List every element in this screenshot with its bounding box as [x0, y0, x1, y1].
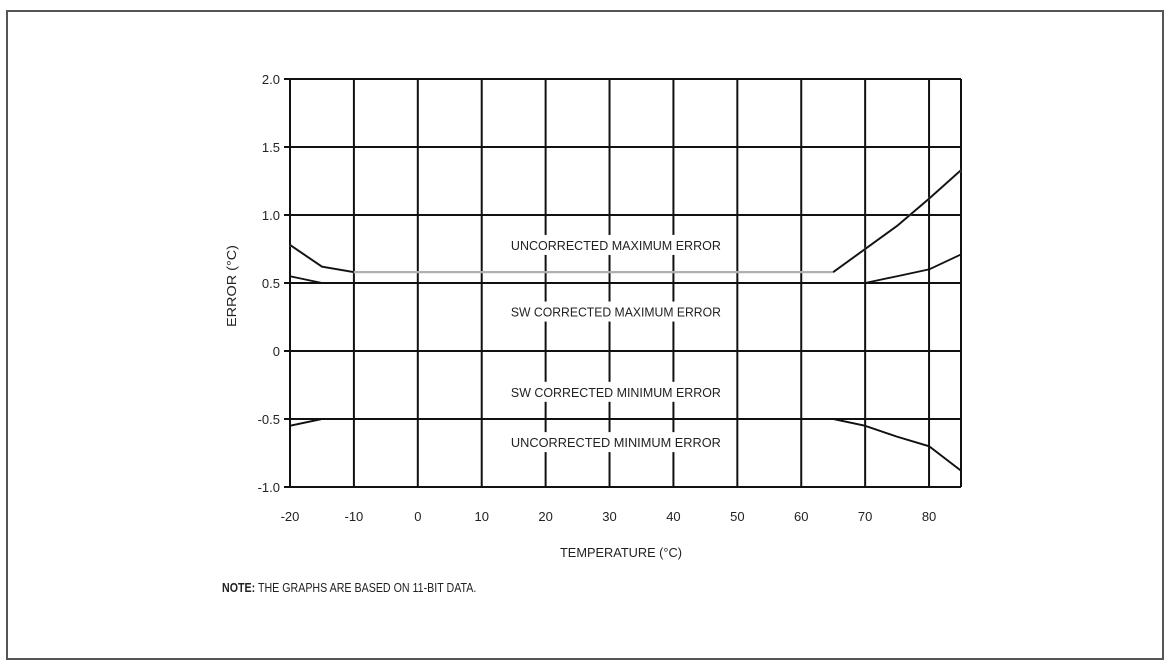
annotation-background — [504, 381, 727, 402]
x-tick-label: 30 — [602, 509, 616, 524]
x-tick-label: -20 — [281, 509, 300, 524]
y-tick-label: 1.0 — [262, 208, 280, 223]
series-line-2 — [289, 253, 962, 284]
x-axis-title: TEMPERATURE (°C) — [560, 545, 682, 560]
series-line-1 — [289, 169, 962, 274]
x-tick-label: 60 — [794, 509, 808, 524]
y-tick-label: 1.5 — [262, 140, 280, 155]
figure-frame — [6, 10, 1164, 660]
x-tick-label: 10 — [474, 509, 488, 524]
x-tick-label: 40 — [666, 509, 680, 524]
x-tick-label: 50 — [730, 509, 744, 524]
y-tick-label: -0.5 — [258, 412, 280, 427]
x-tick-label: 0 — [414, 509, 421, 524]
y-tick-label: 0 — [273, 344, 280, 359]
y-tick-label: 0.5 — [262, 276, 280, 291]
annotation-background — [504, 301, 727, 322]
x-tick-label: -10 — [345, 509, 364, 524]
series-line-1-ramp — [832, 169, 962, 273]
x-tick-label: 80 — [922, 509, 936, 524]
note-label: NOTE: — [222, 580, 256, 595]
series-annotation: UNCORRECTED MINIMUM ERROR — [511, 435, 721, 450]
annotation-layer: UNCORRECTED MAXIMUM ERROR SW CORRECTED MA… — [504, 234, 727, 453]
series-line-4 — [289, 418, 962, 472]
series-annotation: SW CORRECTED MAXIMUM ERROR — [511, 305, 721, 320]
x-tick-label: 70 — [858, 509, 872, 524]
y-tick-label: 2.0 — [262, 72, 280, 87]
x-tick-label: 20 — [538, 509, 552, 524]
y-tick-label: -1.0 — [258, 480, 280, 495]
chart-note: NOTE: THE GRAPHS ARE BASED ON 11-BIT DAT… — [222, 580, 476, 595]
series-layer — [289, 169, 962, 472]
note-text: THE GRAPHS ARE BASED ON 11-BIT DATA. — [255, 580, 477, 595]
series-annotation: SW CORRECTED MINIMUM ERROR — [511, 385, 721, 400]
annotation-background — [504, 432, 727, 453]
series-line-1-ramp — [289, 244, 355, 274]
series-annotation: UNCORRECTED MAXIMUM ERROR — [511, 238, 721, 253]
y-axis-title: ERROR (°C) — [224, 245, 239, 327]
annotation-background — [504, 234, 727, 255]
tick-layer: -20 -10 0 10 20 30 40 50 60 70 80 -1.0 -0.5 0 0.5 1.0 1.… — [258, 72, 937, 524]
